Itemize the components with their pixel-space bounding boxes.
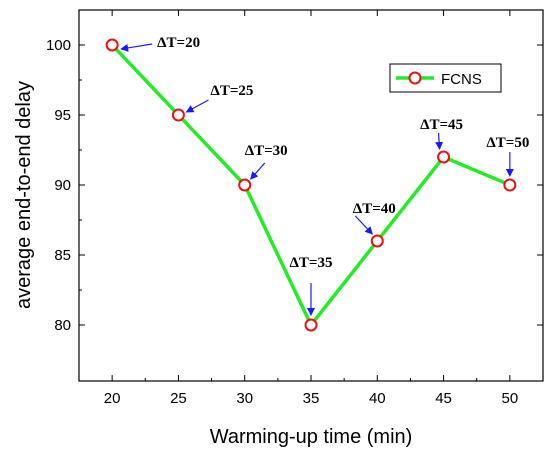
y-tick-label: 90 <box>54 177 71 194</box>
x-tick-label: 25 <box>170 390 187 407</box>
annotation-arrow <box>185 99 209 113</box>
data-point <box>503 178 517 192</box>
data-point <box>370 234 384 248</box>
x-tick-label: 40 <box>369 390 386 407</box>
legend-label: FCNS <box>441 71 482 88</box>
y-tick-label: 100 <box>46 37 71 54</box>
annotation-arrow <box>354 215 373 235</box>
y-tick-label: 80 <box>54 317 71 334</box>
x-tick-label: 35 <box>303 390 320 407</box>
annotation-label: ΔT=40 <box>353 201 396 217</box>
annotation-arrow <box>435 132 444 150</box>
data-point <box>171 108 185 122</box>
legend: FCNS <box>389 63 502 93</box>
data-point <box>238 178 252 192</box>
legend-marker-swatch <box>408 71 422 85</box>
data-point <box>304 318 318 332</box>
x-tick-label: 45 <box>435 390 452 407</box>
annotation-label: ΔT=35 <box>290 255 333 271</box>
y-tick-label: 95 <box>54 107 71 124</box>
data-point <box>105 38 119 52</box>
annotation-label: ΔT=50 <box>486 135 529 151</box>
annotation-label: ΔT=45 <box>420 117 463 133</box>
annotations-layer: ΔT=20 ΔT=25 ΔT=30 ΔT=35 ΔT=40 ΔT=45 ΔT=50 <box>120 35 529 316</box>
y-axis-title: average end-to-end delay <box>13 81 35 309</box>
y-tick-label: 85 <box>54 247 71 264</box>
x-tick-label: 50 <box>502 390 519 407</box>
x-tick-label: 20 <box>104 390 121 407</box>
x-axis-title: Warming-up time (min) <box>210 426 413 448</box>
data-point <box>437 150 451 164</box>
annotation-label: ΔT=20 <box>157 35 200 51</box>
annotation-arrow <box>120 43 153 52</box>
series-layer <box>105 38 517 332</box>
annotation-arrow <box>250 162 266 180</box>
y-axis-ticks: 80 85 90 95 100 <box>46 37 543 334</box>
x-tick-label: 30 <box>236 390 253 407</box>
annotation-label: ΔT=25 <box>210 83 253 99</box>
x-axis-ticks: 20 25 30 35 40 45 50 <box>104 10 518 407</box>
annotation-label: ΔT=30 <box>245 143 288 159</box>
